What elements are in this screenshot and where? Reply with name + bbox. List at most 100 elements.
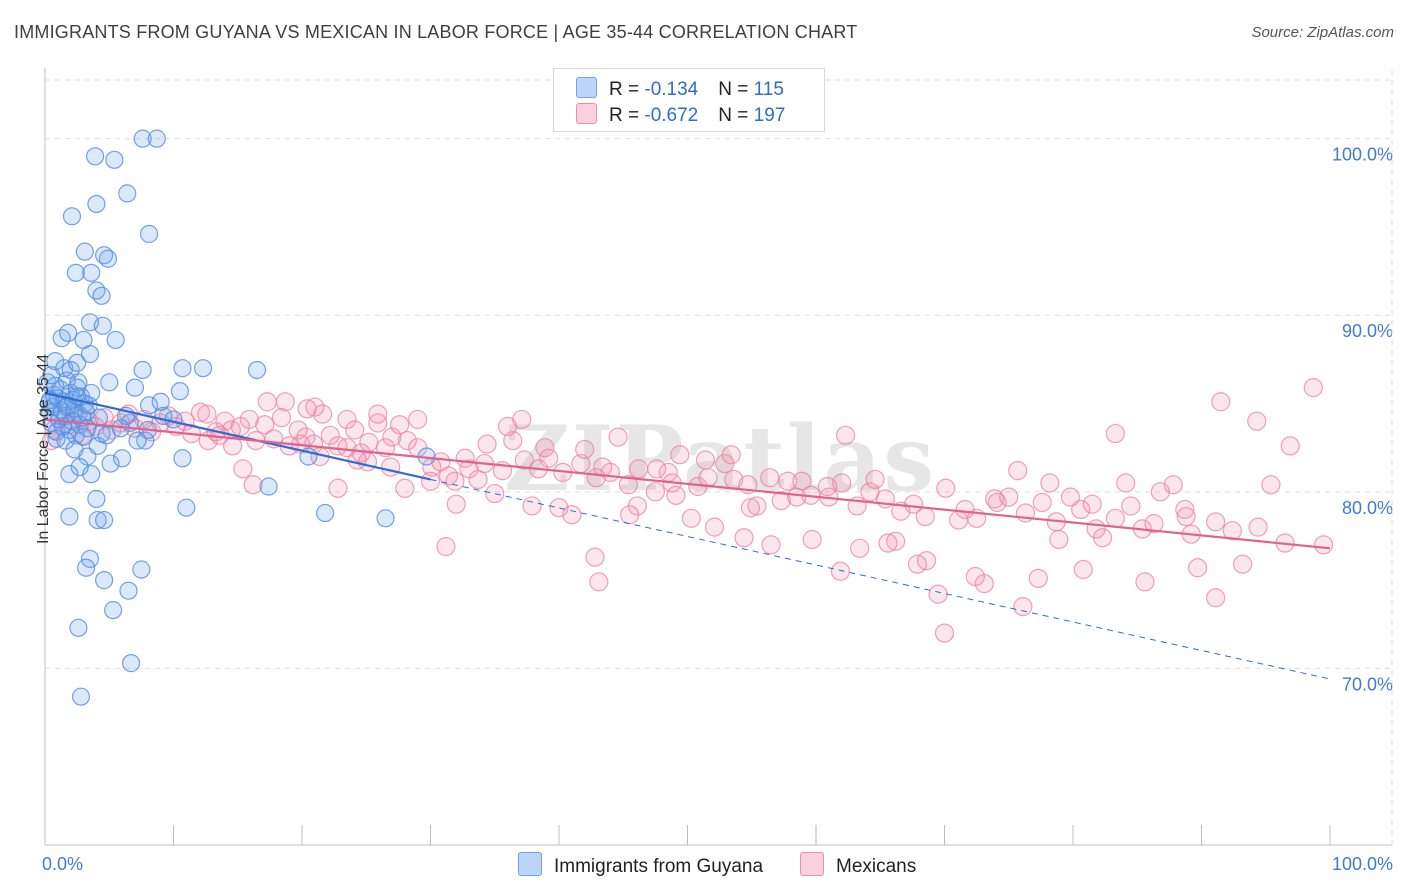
- point-guyana: [95, 246, 114, 265]
- point-guyana: [147, 129, 166, 148]
- point-mexicans: [1071, 499, 1091, 520]
- point-guyana: [92, 286, 111, 305]
- point-mexicans: [368, 404, 388, 424]
- point-mexicans: [397, 431, 417, 451]
- point-mexicans: [503, 431, 523, 451]
- source-label: Source: ZipAtlas.com: [1251, 24, 1394, 41]
- point-guyana: [70, 457, 89, 477]
- point-mexicans: [408, 409, 428, 430]
- point-mexicans: [320, 425, 340, 445]
- point-guyana: [177, 498, 196, 517]
- point-guyana: [60, 465, 79, 484]
- point-mexicans: [965, 566, 985, 587]
- series-mexicans: [41, 378, 1334, 643]
- point-guyana: [193, 359, 213, 378]
- point-mexicans: [585, 547, 605, 567]
- point-guyana: [66, 263, 85, 282]
- point-mexicans: [698, 468, 718, 488]
- point-guyana: [75, 242, 94, 261]
- point-guyana: [128, 431, 147, 450]
- point-mexicans: [802, 529, 822, 550]
- y-axis-label-container: In Labor Force | Age 35-44: [14, 300, 52, 600]
- point-guyana: [46, 352, 65, 371]
- point-mexicans: [1261, 475, 1281, 495]
- point-guyana: [136, 431, 155, 450]
- point-mexicans: [539, 448, 559, 468]
- point-mexicans: [832, 473, 852, 493]
- point-mexicans: [1150, 482, 1170, 502]
- chart-title: IMMIGRANTS FROM GUYANA VS MEXICAN IN LAB…: [14, 22, 858, 42]
- point-mexicans: [1313, 535, 1334, 555]
- point-mexicans: [704, 517, 725, 537]
- point-guyana: [118, 184, 137, 203]
- point-mexicans: [1086, 519, 1106, 539]
- point-mexicans: [886, 531, 906, 551]
- legend-r-value: -0.134: [644, 79, 699, 100]
- point-mexicans: [455, 448, 475, 468]
- point-guyana: [82, 263, 101, 282]
- point-mexicans: [271, 408, 292, 428]
- point-mexicans: [535, 438, 555, 458]
- point-mexicans: [436, 536, 456, 557]
- point-guyana: [151, 392, 170, 411]
- legend-r-label: R =: [609, 79, 645, 100]
- point-guyana: [82, 383, 101, 403]
- point-mexicans: [514, 450, 534, 470]
- point-guyana: [66, 426, 85, 445]
- bottom-legend-mexicans[interactable]: Mexicans: [800, 852, 916, 878]
- point-mexicans: [1188, 558, 1208, 578]
- point-mexicans: [734, 528, 754, 548]
- point-mexicans: [1032, 492, 1052, 513]
- point-mexicans: [593, 457, 613, 477]
- point-mexicans: [629, 459, 649, 479]
- point-mexicans: [255, 415, 275, 435]
- point-mexicans: [257, 392, 277, 412]
- series-guyana: [38, 129, 436, 706]
- point-guyana: [139, 224, 159, 244]
- point-mexicans: [778, 471, 798, 491]
- point-guyana: [316, 503, 335, 523]
- point-guyana: [133, 360, 152, 380]
- legend-n-label: N =: [718, 79, 754, 100]
- point-guyana: [87, 489, 106, 508]
- point-mexicans: [721, 445, 741, 465]
- point-mexicans: [760, 468, 780, 488]
- point-mexicans: [747, 496, 767, 516]
- point-mexicans: [589, 572, 609, 592]
- legend-n-value: 115: [753, 79, 784, 100]
- point-mexicans: [1211, 392, 1231, 412]
- point-guyana: [106, 330, 125, 350]
- bottom-legend-label-guyana: Immigrants from Guyana: [554, 856, 764, 877]
- point-mexicans: [1222, 521, 1242, 541]
- point-mexicans: [928, 584, 948, 604]
- point-mexicans: [681, 508, 701, 528]
- legend-r-value: -0.672: [644, 105, 699, 126]
- point-mexicans: [985, 489, 1005, 509]
- point-mexicans: [549, 498, 569, 518]
- point-mexicans: [445, 471, 465, 491]
- bottom-legend-swatch-guyana: [518, 852, 542, 876]
- point-mexicans: [223, 436, 243, 456]
- point-mexicans: [695, 450, 716, 470]
- point-guyana: [376, 509, 395, 528]
- legend-row-mexicans: R = -0.672 N = 197: [576, 103, 785, 127]
- bottom-legend-guyana[interactable]: Immigrants from Guyana: [518, 852, 763, 878]
- point-guyana: [93, 316, 112, 335]
- point-mexicans: [288, 420, 308, 440]
- bottom-legend-label-mexicans: Mexicans: [836, 856, 917, 877]
- point-guyana: [105, 150, 124, 169]
- point-mexicans: [1280, 436, 1300, 456]
- point-guyana: [71, 687, 91, 706]
- legend-swatch-mexicans: [576, 103, 597, 124]
- point-guyana: [121, 654, 141, 673]
- correlation-legend: R = -0.134 N = 115 R = -0.672 N = 197: [553, 68, 825, 132]
- point-guyana: [82, 465, 101, 484]
- point-guyana: [88, 510, 107, 530]
- point-mexicans: [446, 494, 466, 514]
- legend-n-label: N =: [718, 105, 754, 126]
- x-tick-label-max: 100.0%: [1332, 854, 1393, 874]
- point-mexicans: [328, 478, 348, 498]
- point-guyana: [247, 360, 267, 380]
- point-mexicans: [420, 471, 441, 491]
